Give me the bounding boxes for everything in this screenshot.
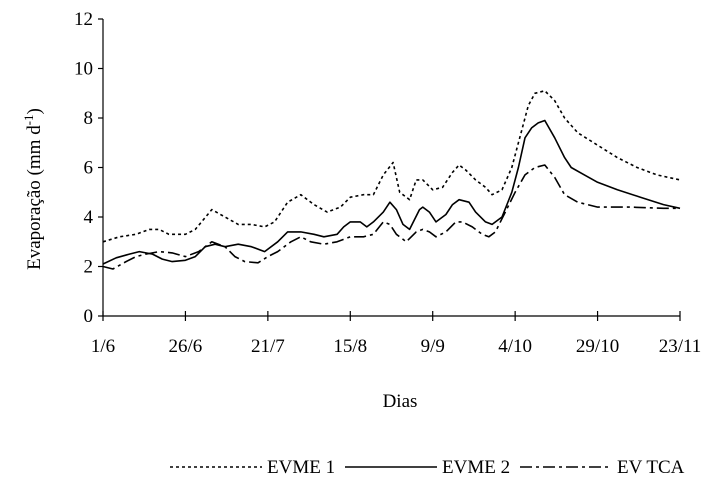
series-line-2 (102, 119, 681, 265)
legend-label-2: EVME 2 (442, 457, 510, 478)
x-tick-label: 23/11 (659, 336, 702, 357)
y-tick-label: 10 (74, 59, 93, 80)
y-tick-label: 8 (84, 108, 94, 129)
x-tick-label: 9/9 (421, 336, 445, 357)
series-line-1 (102, 90, 681, 243)
y-tick-label: 4 (84, 207, 94, 228)
x-tick-label: 4/10 (498, 336, 532, 357)
y-axis-title-close: ) (24, 108, 45, 114)
y-tick-label: 6 (84, 158, 94, 179)
y-axis-title: Evaporação (mm d-1) (21, 108, 45, 270)
y-tick-label: 12 (74, 9, 93, 30)
x-axis: 1/6 26/6 21/7 15/8 9/9 4/10 29/10 23/11 (91, 311, 701, 357)
x-tick-label: 26/6 (169, 336, 203, 357)
series-line-3 (102, 164, 680, 270)
y-tick-label: 2 (84, 257, 94, 278)
y-axis-title-sup: -1 (21, 114, 36, 125)
y-axis: 0 2 4 6 8 10 12 (74, 9, 103, 327)
x-tick-label: 21/7 (251, 336, 285, 357)
axes (102, 19, 680, 317)
legend: EVME 1 EVME 2 EV TCA (170, 457, 685, 478)
series-layer (102, 90, 681, 270)
y-tick-label: 0 (84, 306, 94, 327)
x-axis-title: Dias (383, 391, 418, 412)
x-tick-label: 15/8 (333, 336, 367, 357)
legend-label-1: EVME 1 (267, 457, 335, 478)
x-tick-label: 1/6 (91, 336, 115, 357)
x-tick-label: 29/10 (576, 336, 619, 357)
legend-label-3: EV TCA (617, 457, 685, 478)
y-axis-title-main: Evaporação (mm d (24, 125, 45, 270)
